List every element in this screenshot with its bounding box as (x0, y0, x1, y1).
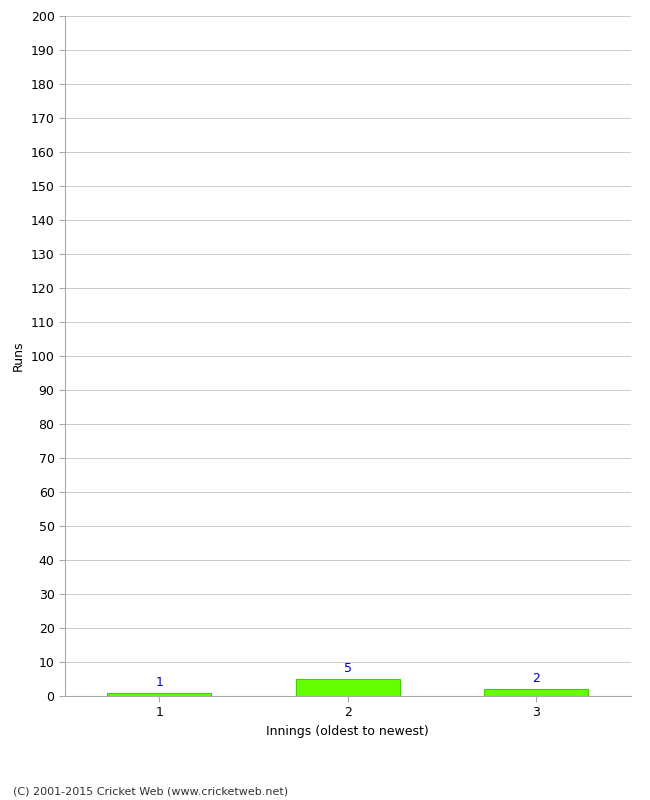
Text: 5: 5 (344, 662, 352, 675)
Bar (296, 679, 400, 696)
Y-axis label: Runs: Runs (12, 341, 25, 371)
Text: (C) 2001-2015 Cricket Web (www.cricketweb.net): (C) 2001-2015 Cricket Web (www.cricketwe… (13, 786, 288, 796)
Text: 2: 2 (532, 672, 540, 685)
Text: 1: 1 (155, 675, 163, 689)
X-axis label: Innings (oldest to newest): Innings (oldest to newest) (266, 725, 429, 738)
Bar (484, 689, 588, 696)
Bar (107, 693, 211, 696)
